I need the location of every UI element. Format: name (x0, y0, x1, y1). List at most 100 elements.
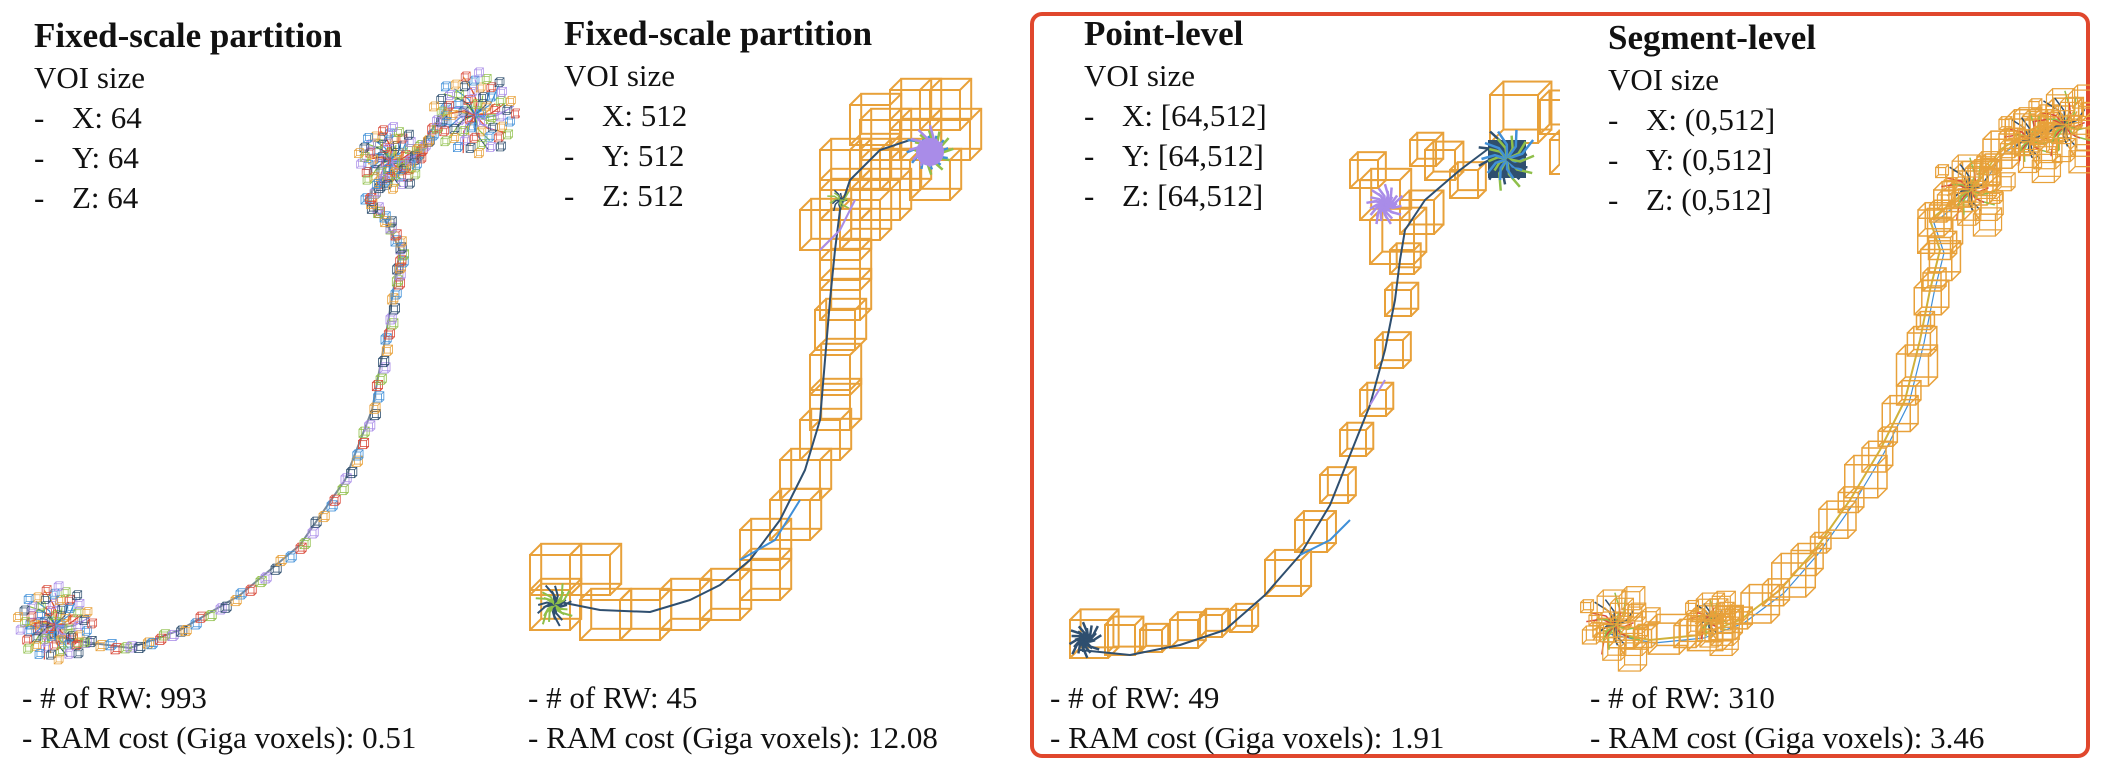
voi-box (439, 126, 450, 137)
voi-box (1581, 625, 1601, 645)
voi-box (1229, 602, 1260, 633)
voi-box (388, 183, 398, 194)
voi-box (32, 592, 43, 603)
ram-cost: - RAM cost (Giga voxels): 3.46 (1590, 720, 1985, 755)
voi-box (362, 174, 373, 185)
voi-box (2031, 153, 2062, 184)
voi-box (381, 344, 393, 356)
voi-box (1374, 331, 1412, 369)
voi-box (81, 625, 92, 636)
voi-box (506, 96, 516, 106)
voi-box (378, 125, 388, 136)
voi-box (919, 77, 973, 131)
dendrite-cluster (1478, 129, 1535, 191)
voi-y: - Y: 64 (34, 140, 139, 175)
voi-box (41, 585, 52, 595)
voi-box (474, 148, 484, 159)
voi-z: - Z: (0,512] (1608, 182, 1772, 217)
voi-box (403, 129, 414, 140)
voi-box (1709, 626, 1739, 657)
voi-box (460, 71, 471, 82)
voi-box (23, 594, 34, 604)
voi-box (1580, 599, 1595, 614)
voi-box (1877, 426, 1899, 447)
voi-box (1294, 510, 1337, 553)
voi-box (739, 547, 793, 601)
voi-box (388, 122, 398, 132)
voi-box (53, 581, 64, 592)
voi-box (1913, 279, 1950, 316)
panel-segment-level: Segment-level VOI size - X: (0,512] - Y: (… (1560, 0, 2090, 776)
voi-box (449, 133, 460, 143)
voi-box (1617, 642, 1648, 672)
rw-count: - # of RW: 49 (1050, 680, 1220, 715)
voi-box (354, 148, 364, 158)
voi-box (72, 590, 83, 601)
voi-box (1264, 548, 1313, 597)
neuron-diagram-point-level (1068, 80, 1560, 659)
panel-title: Segment-level (1608, 18, 1816, 57)
voi-box (215, 603, 227, 615)
voi-box (471, 99, 482, 109)
voi-box (440, 81, 451, 92)
voi-box (450, 79, 461, 90)
voi-box (458, 126, 469, 136)
voi-box (819, 137, 873, 191)
neuron-branch (1299, 519, 1351, 556)
voi-box (440, 136, 451, 147)
voi-box (1976, 151, 2001, 176)
voi-box (363, 133, 373, 143)
voi-box (1837, 486, 1865, 514)
voi-box (769, 487, 823, 541)
voi-box (41, 594, 51, 604)
voi-box (485, 114, 496, 124)
voi-box (477, 117, 487, 127)
voi-box (502, 104, 513, 115)
proposed-methods-frame (1030, 12, 2090, 758)
voi-box (1641, 607, 1661, 627)
panel-title: Fixed-scale partition (34, 16, 343, 55)
voi-box (569, 542, 623, 596)
voi-box (180, 625, 192, 637)
voi-x: - X: 512 (564, 98, 688, 133)
voi-box (474, 67, 484, 78)
dendrite-cluster (1068, 621, 1102, 659)
ram-cost: - RAM cost (Giga voxels): 12.08 (528, 720, 938, 755)
voi-box (1389, 242, 1422, 275)
voi-box (23, 643, 34, 654)
voi-box (2045, 88, 2076, 118)
voi-box (460, 81, 470, 92)
voi-box (307, 527, 319, 539)
voi-box (779, 447, 833, 501)
voi-box (1906, 325, 1938, 357)
neuron-branch (819, 199, 856, 251)
voi-box (809, 377, 863, 431)
voi-box (346, 467, 358, 479)
voi-box (1881, 394, 1919, 433)
ram-cost: - RAM cost (Giga voxels): 0.51 (22, 720, 417, 755)
voi-box (429, 101, 439, 112)
dendrite-cluster (535, 583, 573, 627)
voi-x: - X: 64 (34, 100, 142, 135)
voi-box (1199, 607, 1230, 638)
rw-count: - # of RW: 45 (528, 680, 698, 715)
dendrite-cluster (827, 189, 850, 212)
voi-box (511, 108, 520, 119)
dendrite-cluster (1366, 183, 1404, 225)
voi-box (486, 82, 497, 93)
voi-box (1999, 139, 2020, 159)
rw-count: - # of RW: 310 (1590, 680, 1775, 715)
voi-box (619, 587, 673, 641)
voi-x: - X: [64,512] (1084, 98, 1267, 133)
voi-box (158, 629, 170, 641)
voi-box (412, 159, 422, 170)
voi-box (53, 654, 64, 665)
soma (916, 138, 944, 166)
voi-box (380, 333, 392, 345)
voi-box (47, 631, 58, 641)
voi-box (1596, 589, 1626, 619)
voi-box (22, 634, 32, 645)
voi-x: - X: (0,512] (1608, 102, 1776, 137)
voi-box (373, 391, 385, 403)
voi-box (416, 153, 427, 164)
